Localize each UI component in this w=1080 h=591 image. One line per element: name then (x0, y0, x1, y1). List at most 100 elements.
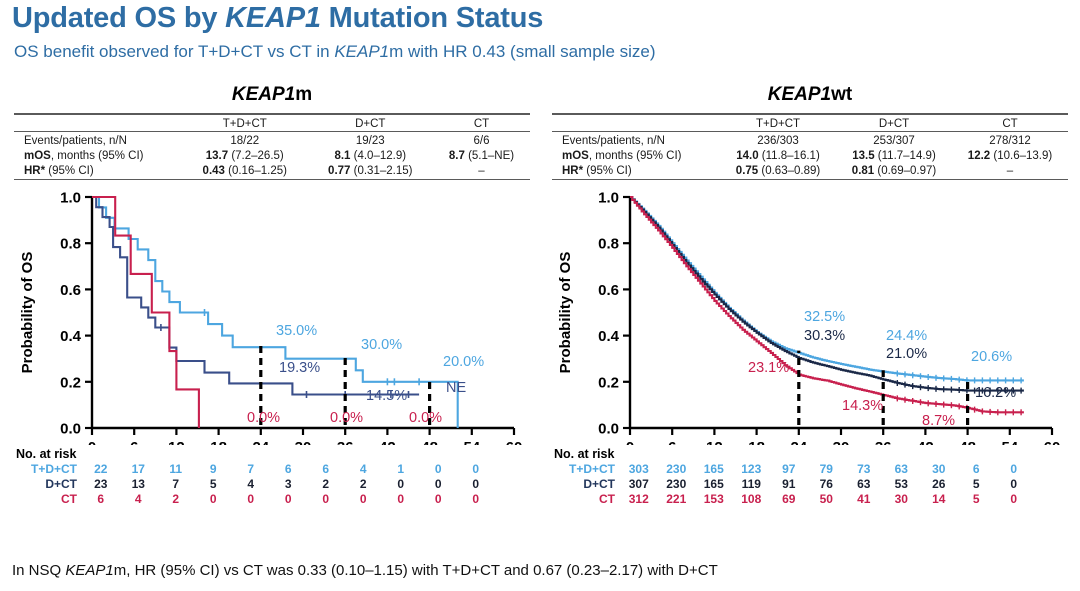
landmark-annotation: 21.0% (886, 346, 927, 362)
km-plot-svg: 0.0 0.2 0.4 0.6 0.8 1.0 0 6 12 18 24 30 36 42 48 54 60 Pr… (19, 190, 522, 446)
risk-value: 97 (782, 462, 796, 476)
risk-value: 4 (247, 477, 255, 491)
table-rule-top (14, 113, 530, 116)
table-cell: 8.7 (5.1–NE) (448, 150, 515, 162)
table-header-row: T+D+CT D+CT CT (552, 116, 1068, 132)
risk-value: 0 (434, 462, 442, 476)
table-row: Events/patients, n/N 18/22 19/23 6/6 (14, 134, 530, 149)
risk-table-title: No. at risk (554, 447, 615, 461)
footer-gene: KEAP1 (65, 562, 114, 579)
km-curve-dct (92, 195, 420, 396)
risk-table: T+D+CT 22 17 11 9 7 6 6 4 1 0 0 D+CT 23 13 7 5 4 3 2 2 0 0 0 CT 6… (16, 462, 495, 507)
landmark-annotation: 8.7% (922, 413, 955, 429)
risk-value: 14 (932, 492, 946, 506)
risk-value: 73 (857, 462, 871, 476)
x-tick-label: 0 (88, 439, 96, 445)
y-tick-label: 0.0 (598, 421, 619, 438)
risk-value: 0 (1010, 462, 1018, 476)
risk-value: 0 (397, 477, 405, 491)
risk-value: 0 (284, 492, 292, 506)
landmark-annotation: 35.0% (276, 323, 317, 339)
risk-value: 91 (782, 477, 796, 491)
risk-value: 0 (1010, 477, 1018, 491)
risk-row-tdct: T+D+CT 22 17 11 9 7 6 6 4 1 0 0 (16, 462, 495, 477)
table-rule-mid (552, 131, 1068, 134)
risk-arm-label: CT (599, 492, 615, 506)
y-tick-label: 0.6 (60, 282, 81, 299)
risk-value: 123 (741, 462, 762, 476)
landmark-annotation: 30.0% (361, 337, 402, 353)
risk-value: 50 (819, 492, 833, 506)
km-plot: 0.0 0.2 0.4 0.6 0.8 1.0 0 6 12 18 24 30 36 42 48 54 60 Pr… (552, 183, 1068, 446)
y-tick-label: 1.0 (60, 190, 81, 207)
x-tick-label: 24 (252, 439, 269, 445)
stats-table: T+D+CT D+CT CT Events/patients, n/N 18/22 19/… (14, 113, 530, 181)
risk-table: T+D+CT 303 230 165 123 97 79 73 63 30 6 0 D+CT 307 230… (554, 462, 1033, 507)
risk-value: 9 (209, 462, 217, 476)
table-cell: – (1006, 165, 1014, 177)
y-tick-label: 0.2 (60, 374, 81, 391)
table-row: Events/patients, n/N 236/303 253/307 278/31… (552, 134, 1068, 149)
km-curve-ct (630, 195, 1024, 414)
y-axis-title: Probability of OS (19, 252, 36, 374)
risk-value: 2 (172, 492, 180, 506)
km-curve-ct (92, 195, 200, 428)
risk-value: 30 (932, 462, 946, 476)
landmark-annotation: 32.5% (804, 309, 845, 325)
panel-keap1m: KEAP1m T+D+CT D+CT CT Events/patients, n/N 18… (14, 84, 530, 554)
col-header-dct: D+CT (355, 117, 386, 130)
risk-value: 153 (703, 492, 724, 506)
y-tick-label: 0.8 (60, 236, 81, 253)
landmark-annotation: 14.3% (842, 398, 883, 414)
risk-row-ct: CT 6 4 2 0 0 0 0 0 0 0 0 (16, 492, 495, 507)
risk-value: 3 (284, 477, 292, 491)
landmark-annotation: 23.1% (748, 360, 789, 376)
risk-value: 0 (434, 477, 442, 491)
risk-row-ct: CT 312 221 153 108 69 50 41 30 14 5 0 (554, 492, 1033, 507)
risk-value: 22 (94, 462, 108, 476)
risk-value: 69 (782, 492, 796, 506)
table-cell: 8.1 (4.0–12.9) (334, 150, 407, 162)
risk-value: 230 (666, 462, 687, 476)
landmark-annotation: 24.4% (886, 328, 927, 344)
risk-value: 1 (397, 462, 405, 476)
x-tick-label: 48 (421, 439, 438, 445)
panel-title-gene: KEAP1 (767, 84, 832, 105)
x-tick-label: 24 (790, 439, 807, 445)
x-tick-label: 12 (168, 439, 185, 445)
risk-arm-label: CT (61, 492, 77, 506)
risk-value: 221 (666, 492, 687, 506)
y-tick-label: 1.0 (598, 190, 619, 207)
risk-table-title: No. at risk (16, 447, 77, 461)
table-cell: 18/22 (230, 135, 260, 147)
panel-title: KEAP1wt (552, 84, 1068, 110)
page-subtitle-part1: OS benefit observed for T+D+CT vs CT in (14, 42, 335, 61)
table-cell: 236/303 (757, 135, 799, 147)
table-cell: – (478, 165, 485, 177)
risk-arm-label: D+CT (45, 477, 77, 491)
table-cell: 278/312 (989, 135, 1031, 147)
page-title: Updated OS by KEAP1 Mutation Status (12, 2, 543, 35)
x-tick-label: 30 (295, 439, 312, 445)
stats-table: T+D+CT D+CT CT Events/patients, n/N 236/303 2… (552, 113, 1068, 181)
landmark-annotation: 0.0% (409, 410, 442, 426)
risk-value: 119 (741, 477, 761, 491)
row-label: Events/patients, n/N (562, 135, 665, 147)
table-cell: 6/6 (473, 135, 490, 147)
table-cell: 13.7 (7.2–26.5) (205, 150, 284, 162)
risk-value: 0 (397, 492, 405, 506)
risk-value: 6 (322, 462, 330, 476)
km-plot: 0.0 0.2 0.4 0.6 0.8 1.0 0 6 12 18 24 30 36 42 48 54 60 Pr… (14, 183, 530, 446)
risk-value: 303 (628, 462, 649, 476)
page-title-part2: Mutation Status (320, 2, 544, 34)
risk-value: 165 (703, 462, 724, 476)
table-cell: 12.2 (10.6–13.9) (967, 150, 1053, 162)
risk-row-dct: D+CT 307 230 165 119 91 76 63 53 26 5 0 (554, 477, 1033, 492)
row-label: mOS, months (95% CI) (24, 150, 144, 162)
risk-value: 307 (628, 477, 649, 491)
landmark-annotation: 20.6% (971, 349, 1012, 365)
x-tick-label: 30 (833, 439, 850, 445)
risk-value: 2 (359, 477, 367, 491)
table-rule-top (552, 113, 1068, 116)
